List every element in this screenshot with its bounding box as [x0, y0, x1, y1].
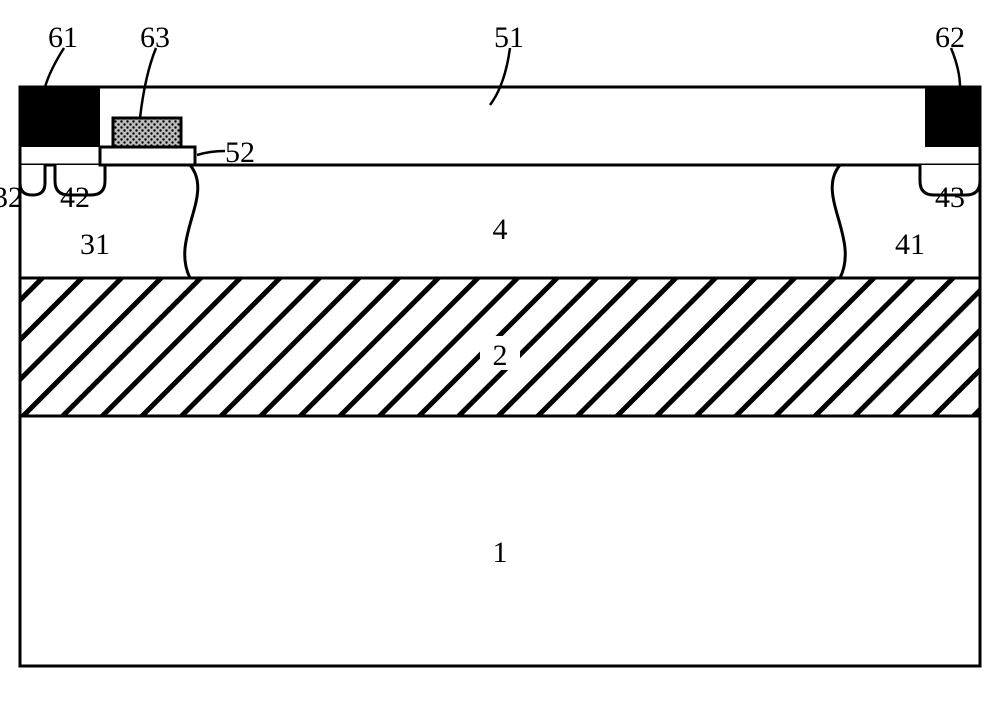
gate-oxide — [100, 147, 195, 165]
label-61: 61 — [48, 21, 78, 54]
label-4: 4 — [493, 213, 508, 246]
label-42: 42 — [60, 181, 90, 214]
label-41: 41 — [895, 228, 925, 261]
label-31: 31 — [80, 228, 110, 261]
pocket-32 — [20, 165, 45, 195]
label-63: 63 — [140, 21, 170, 54]
contact-left — [20, 87, 100, 147]
label-1: 1 — [493, 536, 508, 569]
gate-poly — [113, 118, 181, 147]
label-32: 32 — [0, 181, 23, 214]
label-43: 43 — [935, 181, 965, 214]
label-62: 62 — [935, 21, 965, 54]
label-51: 51 — [494, 21, 524, 54]
label-2: 2 — [493, 339, 508, 372]
contact-right — [925, 87, 980, 147]
label-52: 52 — [225, 136, 255, 169]
